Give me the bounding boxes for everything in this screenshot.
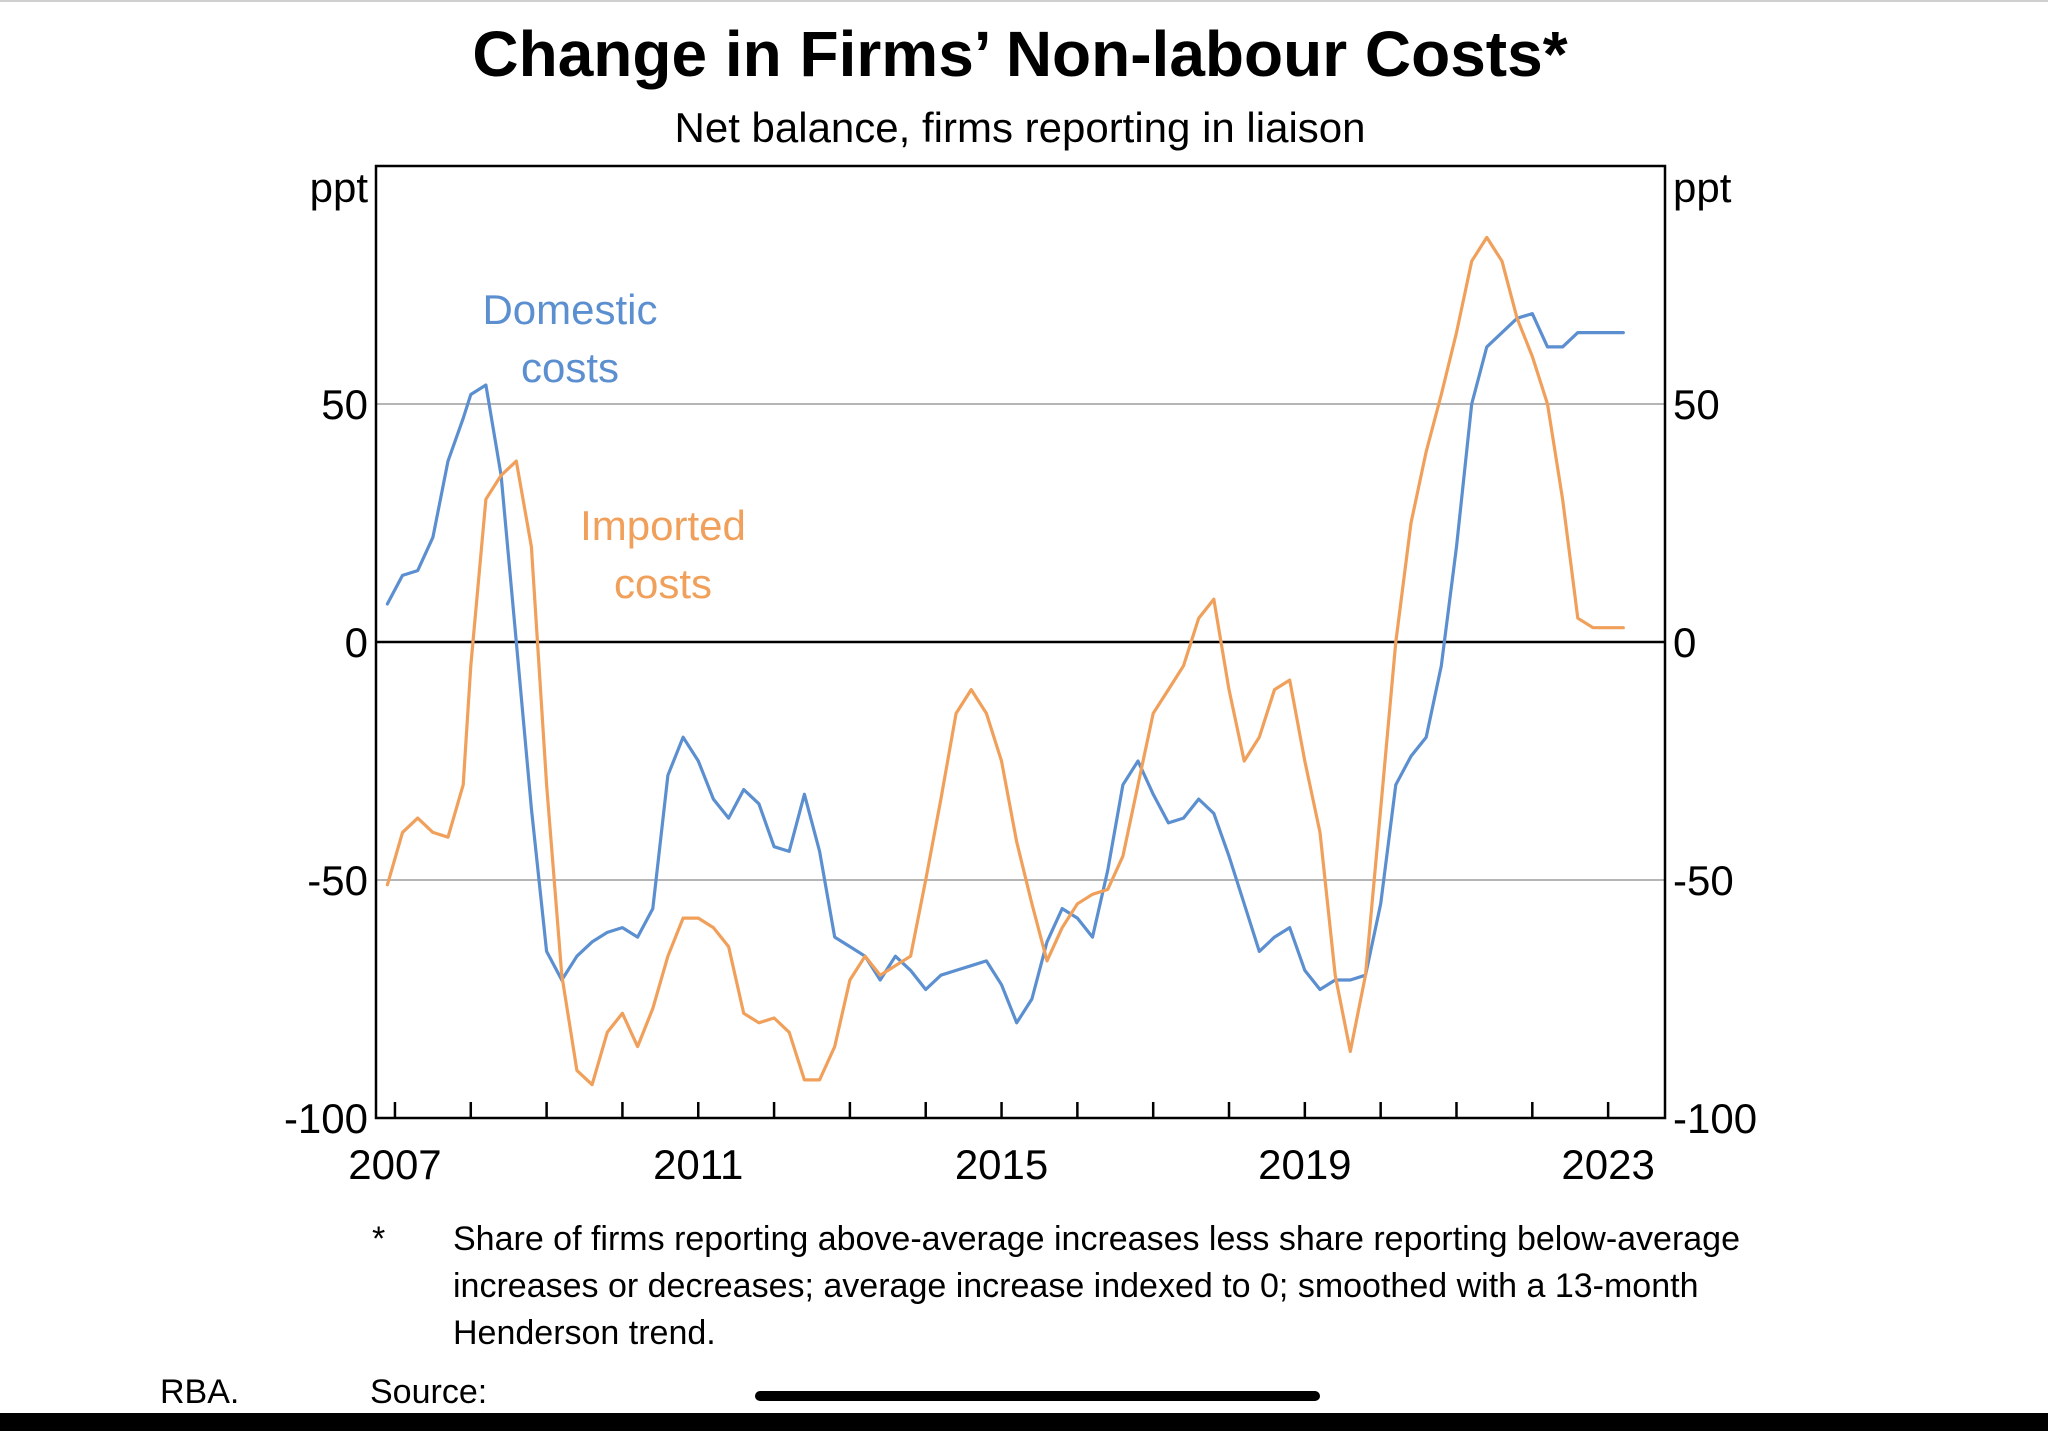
y-tick-label-left: 0 (345, 619, 368, 666)
y-tick-label-left: -50 (307, 857, 368, 904)
line-chart: Change in Firms’ Non-labour Costs* Net ba… (284, 18, 1757, 1188)
series-label: Domestic (482, 286, 657, 333)
y-unit-right: ppt (1673, 164, 1732, 211)
y-unit-left: ppt (310, 164, 369, 211)
x-tick-label: 2011 (653, 1141, 743, 1188)
x-tick-label: 2023 (1561, 1141, 1654, 1188)
source-text: RBA. (160, 1373, 240, 1411)
chart-subtitle: Net balance, firms reporting in liaison (675, 104, 1366, 151)
footnote-text: Share of firms reporting above-average i… (453, 1220, 1741, 1352)
chart-title: Change in Firms’ Non-labour Costs* (472, 18, 1567, 90)
x-tick-label: 2019 (1258, 1141, 1351, 1188)
top-divider (0, 0, 2048, 2)
home-indicator[interactable] (755, 1391, 1320, 1401)
y-tick-label-right: 0 (1673, 619, 1696, 666)
y-tick-label-right: 50 (1673, 381, 1720, 428)
y-tick-label-left: -100 (284, 1095, 368, 1142)
series-label: Imported (580, 502, 746, 549)
y-tick-label-left: 50 (321, 381, 368, 428)
series-label: costs (521, 344, 619, 391)
x-tick-label: 2015 (955, 1141, 1048, 1188)
footnote-mark: * (372, 1220, 386, 1258)
source-label: Source: (370, 1373, 488, 1411)
y-tick-label-right: -50 (1673, 857, 1734, 904)
bottom-strip (0, 1413, 2048, 1431)
x-tick-label: 2007 (348, 1141, 441, 1188)
plot-frame (374, 164, 1667, 1120)
series-label: costs (614, 560, 712, 607)
series-line-imported-costs (385, 235, 1625, 1087)
series-line-domestic-costs (385, 312, 1625, 1025)
y-tick-label-right: -100 (1673, 1095, 1757, 1142)
